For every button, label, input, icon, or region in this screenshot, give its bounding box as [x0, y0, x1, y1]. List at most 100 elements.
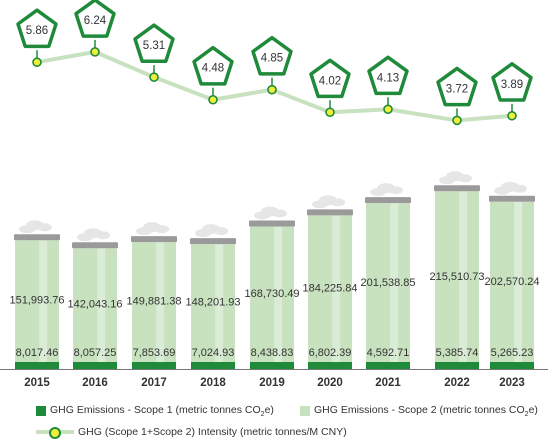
label-scope2-2021: 201,538.85: [360, 277, 415, 289]
bar-scope2-2022: [435, 191, 479, 362]
chart-svg: 151,993.76 8,017.46 2015 142,043.16 8,057.25…: [0, 0, 548, 389]
x-tick-label-2016: 2016: [82, 377, 108, 389]
intensity-badge-2016: [74, 0, 116, 38]
chimney-cap-2019: [249, 220, 295, 227]
bar-scope2-highlight-2018: [215, 244, 224, 362]
intensity-point-2021: [383, 104, 393, 115]
label-scope1-2016: 8,057.25: [74, 347, 117, 359]
intensity-label-2023: 3.89: [501, 79, 523, 91]
bar-scope2-highlight-2015: [39, 240, 48, 362]
label-scope1-2019: 8,438.83: [251, 347, 294, 359]
intensity-badge-2020: [309, 58, 351, 99]
label-scope1-2020: 6,802.39: [309, 347, 352, 359]
bar-scope2-highlight-2021: [390, 203, 399, 362]
intensity-badge-2018: [192, 45, 234, 86]
legend-swatch-scope2: [300, 406, 310, 417]
chimney-cap-2015: [14, 234, 60, 241]
intensity-point-2020: [325, 107, 335, 118]
bar-scope2-2015: [15, 240, 59, 362]
x-tick-label-2021: 2021: [375, 377, 401, 389]
label-scope1-2015: 8,017.46: [16, 347, 59, 359]
smoke-puff-2022: [439, 171, 472, 185]
bar-scope1-2018: [191, 362, 235, 369]
label-scope2-2020: 184,225.84: [302, 283, 357, 295]
label-scope2-2017: 149,881.38: [126, 295, 181, 307]
intensity-point-2023: [507, 110, 517, 121]
chimney-cap-2020: [307, 209, 353, 216]
bar-scope2-highlight-2019: [274, 226, 283, 362]
smoke-puff-2023: [494, 181, 527, 195]
bar-scope2-2018: [191, 244, 235, 362]
bar-scope1-2023: [490, 362, 534, 369]
bar-scope2-highlight-2017: [156, 242, 165, 362]
intensity-label-2015: 5.86: [26, 25, 48, 37]
x-tick-label-2018: 2018: [200, 377, 226, 389]
x-tick-label-2023: 2023: [499, 377, 525, 389]
legend-item-scope1: GHG Emissions - Scope 1 (metric tonnes C…: [36, 404, 274, 418]
chimney-cap-2016: [72, 242, 118, 249]
bar-scope2-2017: [132, 242, 176, 362]
legend-label-scope2: GHG Emissions - Scope 2 (metric tonnes C…: [314, 404, 538, 419]
intensity-point-2019: [267, 84, 277, 95]
chimney-cap-2023: [489, 195, 535, 202]
bar-scope1-2017: [132, 362, 176, 369]
label-scope1-2021: 4,592.71: [367, 347, 410, 359]
smoke-puff-2019: [254, 206, 287, 220]
legend-item-intensity: GHG (Scope 1+Scope 2) Intensity (metric …: [36, 426, 347, 439]
chimney-cap-2022: [434, 185, 480, 192]
smoke-puff-2017: [136, 222, 169, 236]
intensity-label-2021: 4.13: [377, 72, 399, 84]
bar-scope1-2016: [73, 362, 117, 369]
intensity-badge-2022: [436, 66, 478, 107]
legend-label-scope1: GHG Emissions - Scope 1 (metric tonnes C…: [50, 404, 274, 419]
smoke-puff-2020: [312, 195, 345, 209]
bar-scope2-highlight-2016: [97, 248, 106, 362]
bar-scope2-2020: [308, 215, 352, 362]
label-scope1-2022: 5,385.74: [436, 347, 479, 359]
intensity-point-2016: [90, 47, 100, 57]
smoke-puff-2016: [77, 228, 110, 242]
intensity-point-2017: [149, 72, 159, 82]
label-scope1-2018: 7,024.93: [192, 347, 235, 359]
legend-swatch-intensity: [36, 426, 74, 439]
bar-scope1-2019: [250, 362, 294, 369]
bar-scope1-2020: [308, 362, 352, 369]
smoke-puff-2015: [19, 220, 52, 234]
bar-scope2-highlight-2022: [459, 191, 468, 362]
intensity-label-2019: 4.85: [261, 53, 283, 65]
label-scope2-2022: 215,510.73: [429, 271, 484, 283]
intensity-badge-2017: [133, 23, 175, 64]
chimney-cap-2021: [365, 197, 411, 204]
intensity-point-2018: [208, 94, 218, 105]
x-tick-label-2019: 2019: [259, 377, 285, 389]
label-scope2-2016: 142,043.16: [67, 298, 122, 310]
label-scope2-2023: 202,570.24: [484, 276, 539, 288]
legend-label-intensity: GHG (Scope 1+Scope 2) Intensity (metric …: [78, 426, 347, 438]
label-scope1-2017: 7,853.69: [133, 347, 176, 359]
legend-item-scope2: GHG Emissions - Scope 2 (metric tonnes C…: [300, 404, 538, 418]
bar-scope2-2016: [73, 248, 117, 362]
bar-scope1-2015: [15, 362, 59, 369]
label-scope2-2019: 168,730.49: [244, 288, 299, 300]
intensity-point-2022: [452, 115, 462, 126]
smoke-puff-2018: [195, 224, 228, 238]
intensity-label-2022: 3.72: [446, 83, 468, 95]
intensity-label-2016: 6.24: [84, 15, 107, 27]
bar-scope2-highlight-2020: [332, 215, 341, 362]
bar-scope2-highlight-2023: [514, 201, 523, 362]
bar-scope2-2023: [490, 201, 534, 362]
intensity-badge-2019: [251, 35, 293, 76]
chimney-cap-2018: [190, 238, 236, 245]
label-scope2-2018: 148,201.93: [185, 296, 240, 308]
intensity-badge-2021: [367, 55, 409, 96]
intensity-label-2020: 4.02: [319, 75, 341, 87]
intensity-point-2015: [32, 57, 42, 68]
label-scope2-2015: 151,993.76: [9, 295, 64, 307]
intensity-badge-2023: [491, 62, 533, 102]
intensity-badge-2015: [16, 8, 58, 49]
bar-scope1-2021: [366, 362, 410, 369]
chimney-cap-2017: [131, 236, 177, 243]
intensity-label-2017: 5.31: [143, 40, 165, 52]
bar-scope1-2022: [435, 362, 479, 369]
